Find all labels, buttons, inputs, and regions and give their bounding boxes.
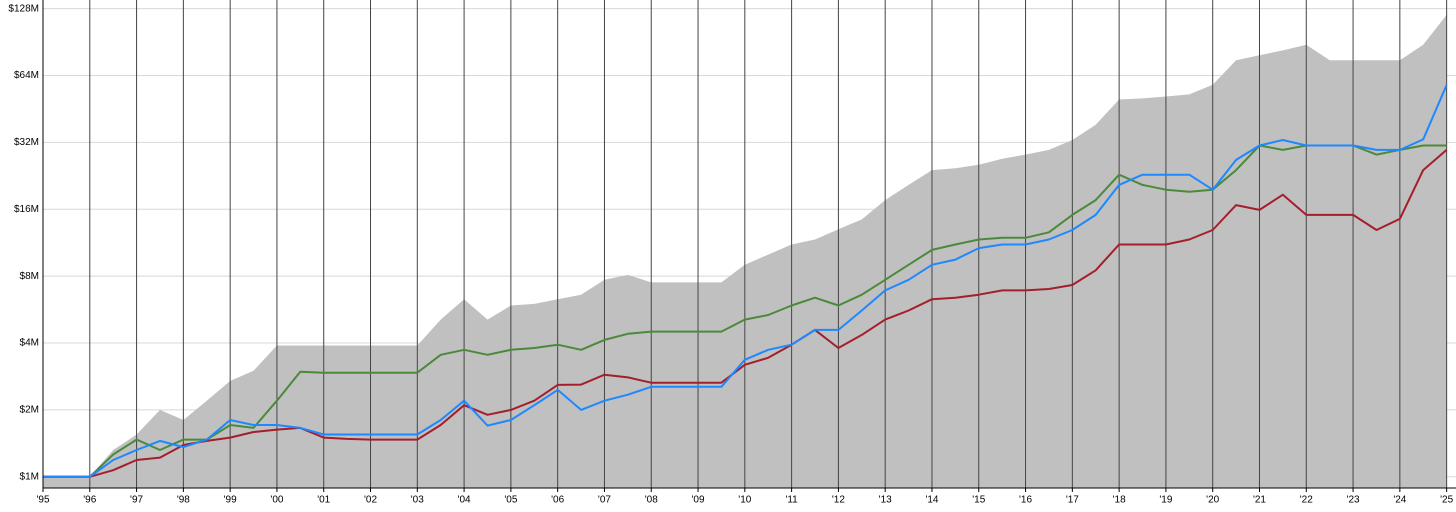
x-tick-label: '96	[83, 495, 96, 506]
x-tick-label: '98	[177, 495, 190, 506]
x-tick-label: '97	[130, 495, 143, 506]
x-tick-label: '04	[458, 495, 471, 506]
x-tick-label: '06	[551, 495, 564, 506]
x-tick-label: '07	[598, 495, 611, 506]
y-tick-label: $8M	[20, 271, 39, 282]
x-tick-label: '11	[785, 495, 798, 506]
x-tick-label: '12	[832, 495, 845, 506]
x-tick-label: '22	[1300, 495, 1313, 506]
x-tick-label: '19	[1159, 495, 1172, 506]
y-tick-label: $128M	[8, 3, 39, 14]
x-tick-label: '15	[972, 495, 985, 506]
x-tick-label: '10	[738, 495, 751, 506]
x-tick-label: '20	[1206, 495, 1219, 506]
x-tick-label: '01	[317, 495, 330, 506]
x-tick-label: '23	[1347, 495, 1360, 506]
y-tick-label: $2M	[20, 405, 39, 416]
y-tick-label: $16M	[14, 204, 39, 215]
x-tick-label: '18	[1113, 495, 1126, 506]
x-tick-label: '25	[1440, 495, 1453, 506]
line	[43, 84, 1448, 478]
x-tick-label: '00	[270, 495, 283, 506]
x-tick-label: '14	[925, 495, 938, 506]
x-tick-label: '09	[692, 495, 705, 506]
x-tick-label: '24	[1393, 495, 1406, 506]
x-tick-label: '16	[1019, 495, 1032, 506]
x-tick-label: '99	[224, 495, 237, 506]
x-tick-label: '05	[504, 495, 517, 506]
y-tick-label: $64M	[14, 70, 39, 81]
x-tick-label: '17	[1066, 495, 1079, 506]
line	[43, 149, 1448, 478]
x-tick-label: '08	[645, 495, 658, 506]
x-tick-label: '02	[364, 495, 377, 506]
y-tick-label: $32M	[14, 137, 39, 148]
x-tick-label: '13	[879, 495, 892, 506]
x-tick-label: '95	[36, 495, 49, 506]
x-tick-label: '03	[411, 495, 424, 506]
area	[43, 14, 1447, 489]
y-tick-label: $4M	[20, 338, 39, 349]
x-tick-label: '21	[1253, 495, 1266, 506]
y-tick-label: $1M	[20, 471, 39, 482]
